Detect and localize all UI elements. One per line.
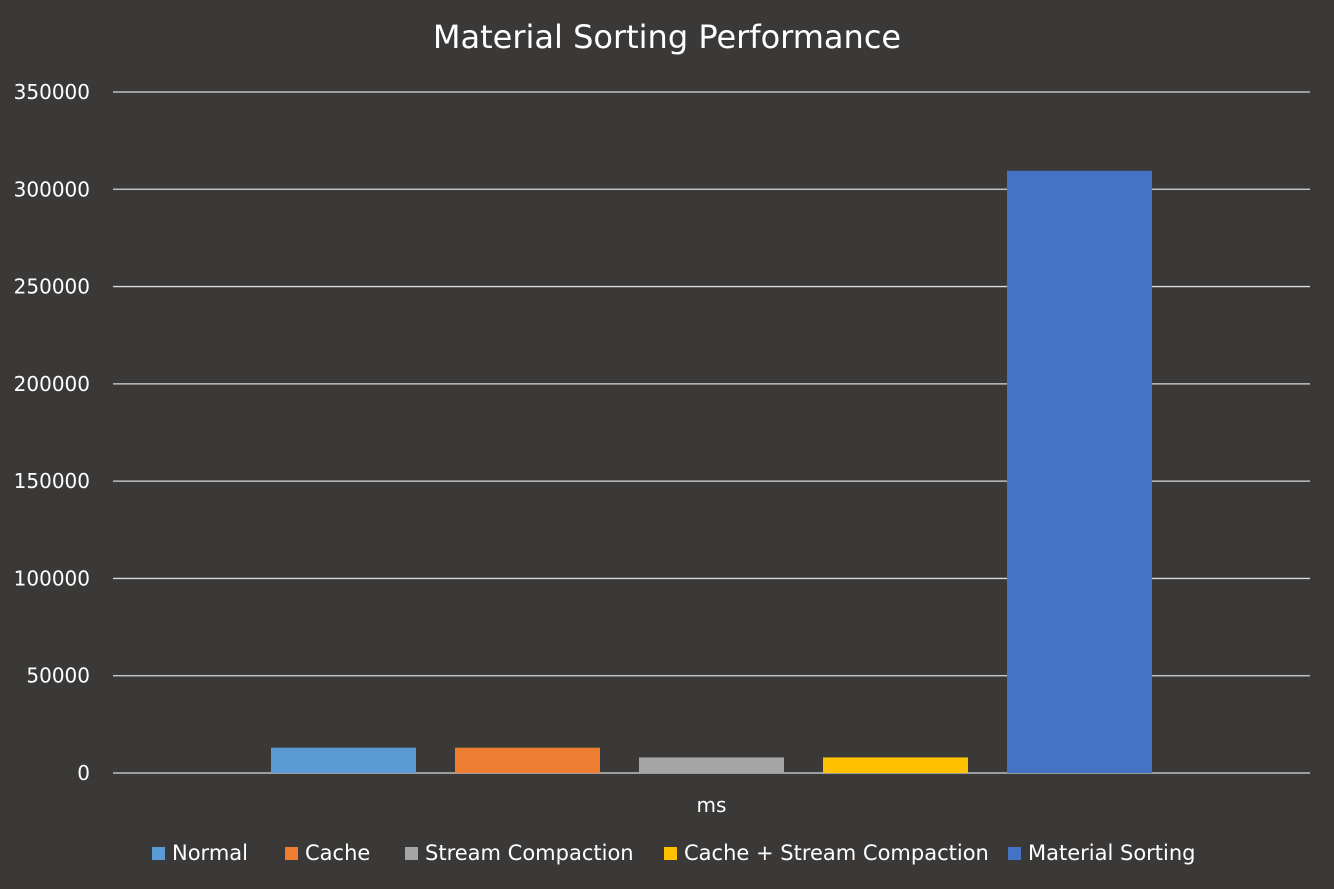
legend-item: Stream Compaction xyxy=(405,841,634,865)
y-tick-label: 50000 xyxy=(26,664,90,688)
legend-swatch xyxy=(285,846,298,860)
y-tick-label: 0 xyxy=(77,761,90,785)
x-axis-label: ms xyxy=(697,793,727,817)
bar-stream-compaction xyxy=(639,757,784,773)
legend-label: Stream Compaction xyxy=(425,841,634,865)
bar-cache xyxy=(455,747,600,773)
chart-title: Material Sorting Performance xyxy=(432,18,902,56)
legend-label: Material Sorting xyxy=(1028,841,1196,865)
legend-swatch xyxy=(405,846,418,860)
legend-item: Cache xyxy=(285,841,370,865)
y-axis-ticks: 0 50000 100000 150000 200000 250000 300000 3500… xyxy=(14,80,90,785)
bar-cache-stream-compaction xyxy=(823,757,968,773)
y-tick-label: 350000 xyxy=(14,80,90,104)
bars xyxy=(271,170,1152,774)
y-tick-label: 100000 xyxy=(14,566,90,590)
legend-label: Normal xyxy=(172,841,248,865)
y-tick-label: 300000 xyxy=(14,177,90,201)
y-tick-label: 250000 xyxy=(14,275,90,299)
legend-swatch xyxy=(152,846,165,860)
bar-material-sorting xyxy=(1007,170,1152,774)
bar-normal xyxy=(271,747,416,773)
legend-item: Normal xyxy=(152,841,248,865)
legend-item: Material Sorting xyxy=(1008,841,1196,865)
legend: Normal Cache Stream Compaction Cache + Stre… xyxy=(0,841,1334,871)
legend-swatch xyxy=(1008,846,1021,860)
legend-swatch xyxy=(664,846,677,860)
y-tick-label: 200000 xyxy=(14,372,90,396)
y-tick-label: 150000 xyxy=(14,469,90,493)
legend-item: Cache + Stream Compaction xyxy=(664,841,989,865)
legend-label: Cache xyxy=(305,841,371,865)
legend-label: Cache + Stream Compaction xyxy=(684,841,989,865)
